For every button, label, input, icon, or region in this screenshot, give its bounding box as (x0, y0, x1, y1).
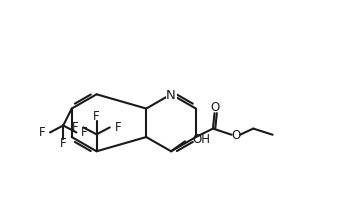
Text: O: O (232, 129, 241, 142)
Text: F: F (60, 138, 67, 150)
Text: OH: OH (193, 133, 211, 146)
Text: F: F (93, 110, 100, 123)
Text: N: N (166, 89, 176, 102)
Text: F: F (72, 121, 79, 134)
Text: F: F (81, 126, 88, 139)
Text: O: O (211, 100, 220, 114)
Text: F: F (115, 121, 121, 134)
Text: F: F (39, 126, 45, 139)
